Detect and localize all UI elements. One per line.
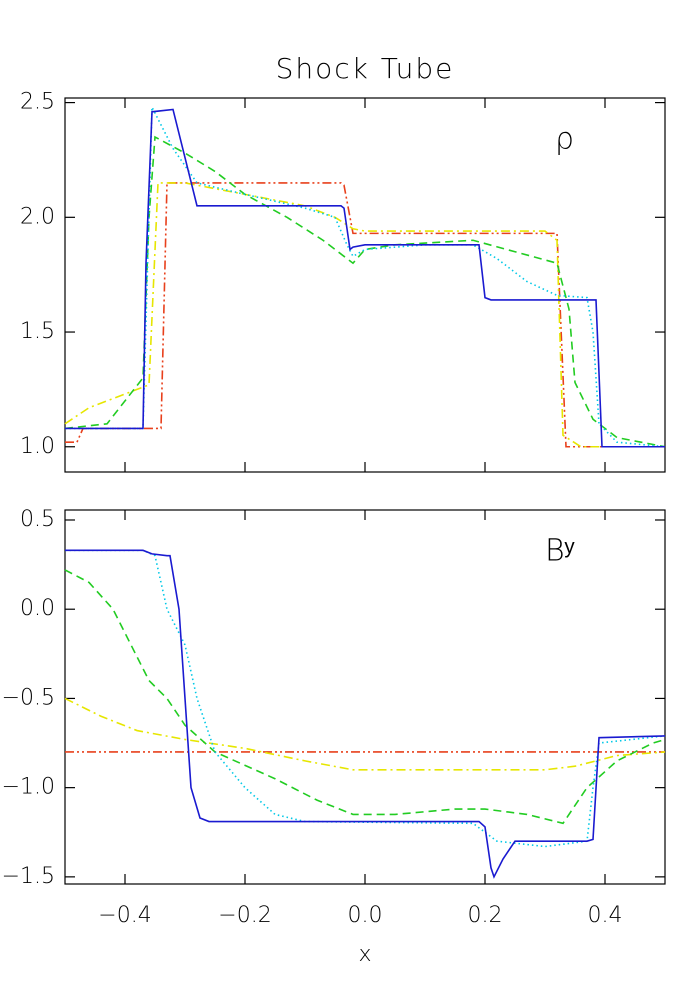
y-tick-label: 2.0	[20, 204, 55, 229]
data-line	[65, 549, 666, 848]
annotation: ρ	[555, 122, 574, 157]
x-tick-label: 0.4	[588, 903, 623, 928]
plot-frame	[64, 97, 666, 473]
y-tick-label: −1.0	[2, 775, 55, 800]
y-tick-label: 1.0	[20, 434, 55, 459]
plot-frame	[64, 509, 666, 885]
y-tick-label: 0.5	[20, 507, 55, 532]
x-axis-label: x	[358, 942, 371, 967]
data-line	[65, 106, 666, 448]
y-tick-label: −0.5	[2, 685, 55, 710]
data-line	[65, 182, 665, 448]
data-line	[65, 108, 665, 448]
y-tick-label: 1.5	[20, 319, 55, 344]
annotation: Bʸ	[545, 534, 575, 569]
data-line	[64, 697, 666, 771]
data-line	[64, 135, 666, 448]
x-tick-label: 0.2	[468, 903, 503, 928]
x-tick-label: −0.4	[98, 903, 151, 928]
data-line	[64, 182, 665, 448]
chart-title: Shock Tube	[276, 52, 455, 85]
y-tick-label: 2.5	[20, 90, 55, 115]
y-tick-label: −1.5	[2, 864, 55, 889]
y-tick-label: 0.0	[20, 596, 55, 621]
x-tick-label: 0.0	[348, 903, 383, 928]
data-line	[64, 569, 666, 825]
x-tick-label: −0.2	[218, 903, 271, 928]
data-line	[65, 549, 666, 879]
